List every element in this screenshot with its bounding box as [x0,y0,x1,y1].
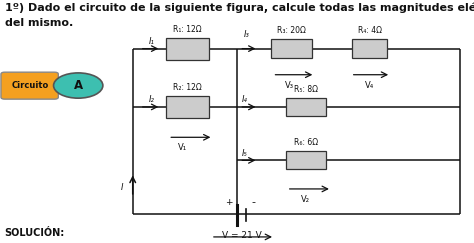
Circle shape [54,73,103,98]
Text: I₁: I₁ [149,37,155,46]
Bar [352,39,387,58]
Text: V = 21 V: V = 21 V [222,231,262,240]
Text: V₄: V₄ [365,81,374,90]
Text: 1º) Dado el circuito de la siguiente figura, calcule todas las magnitudes eléctr: 1º) Dado el circuito de la siguiente fig… [5,2,474,13]
Text: Circuito: Circuito [11,81,48,90]
Text: I₃: I₃ [244,30,250,39]
Bar [166,38,209,60]
Text: A: A [73,79,83,92]
Text: R₄: 4Ω: R₄: 4Ω [358,26,382,35]
Text: R₆: 6Ω: R₆: 6Ω [294,138,318,147]
Text: -: - [252,197,255,208]
Text: R₁: 12Ω: R₁: 12Ω [173,25,201,34]
Text: I₅: I₅ [242,149,247,158]
Text: R₅: 8Ω: R₅: 8Ω [294,85,318,94]
Text: R₂: 12Ω: R₂: 12Ω [173,83,201,92]
Text: V₃: V₃ [285,81,293,90]
FancyBboxPatch shape [1,72,58,99]
Text: SOLUCIÓN:: SOLUCIÓN: [5,228,65,238]
Bar [285,98,326,116]
Text: R₃: 20Ω: R₃: 20Ω [277,26,306,35]
Text: I: I [121,182,123,192]
Text: +: + [225,198,233,207]
Bar [166,96,209,118]
Text: del mismo.: del mismo. [5,18,73,28]
Text: V₂: V₂ [301,195,310,204]
Bar [271,39,311,58]
Bar [285,151,326,170]
Text: V₁: V₁ [178,143,187,152]
Text: I₂: I₂ [149,95,155,104]
Text: I₄: I₄ [242,95,247,104]
